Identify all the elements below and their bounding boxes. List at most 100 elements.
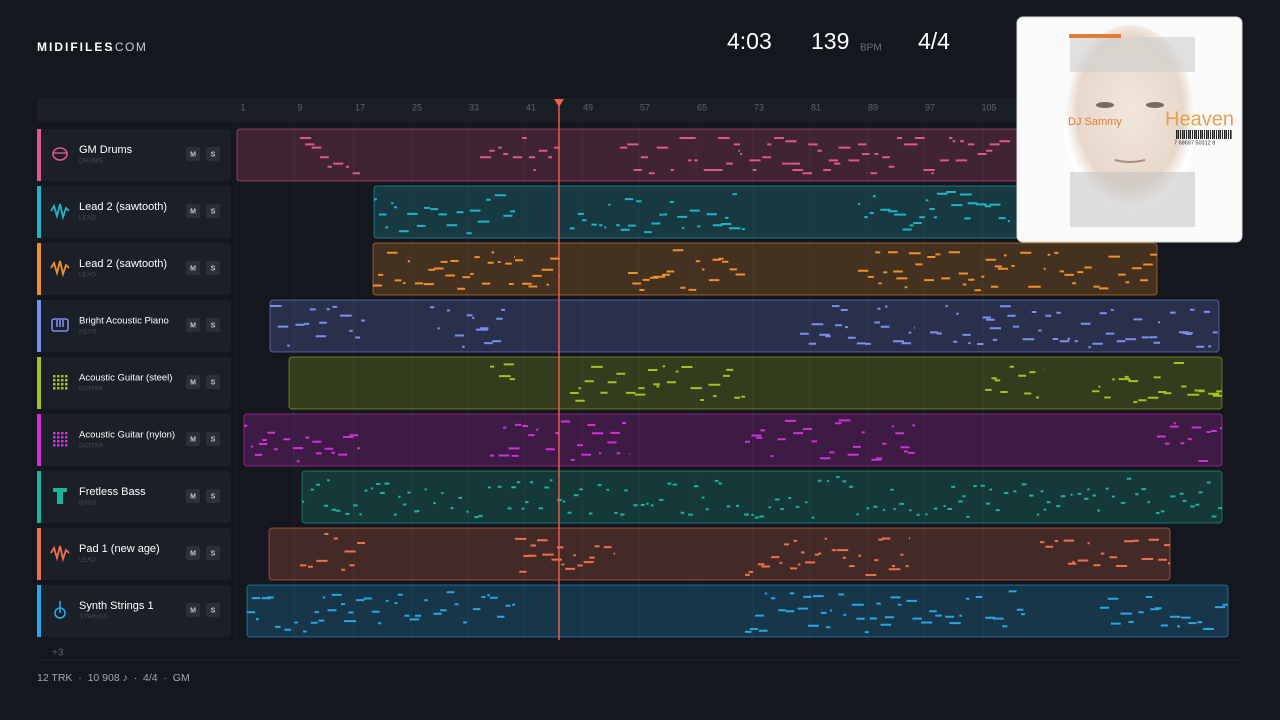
track-button[interactable] xyxy=(186,261,200,275)
album-barcode: 7 68697 50312 8 xyxy=(1174,140,1215,146)
track-button-label[interactable]: M xyxy=(190,607,196,614)
ruler-label: 33 xyxy=(469,102,479,112)
track-button[interactable] xyxy=(186,204,200,218)
track-category: KEYS xyxy=(79,329,97,336)
track-icon xyxy=(50,545,70,563)
track-button-label[interactable]: S xyxy=(211,493,216,500)
icon-shape xyxy=(65,383,68,386)
track-button[interactable] xyxy=(206,261,220,275)
icon-shape xyxy=(57,383,60,386)
brand: MIDIFILES xyxy=(37,40,114,54)
album-face xyxy=(1064,25,1196,215)
track-button-label[interactable]: S xyxy=(211,379,216,386)
track-row[interactable]: Lead 2 (sawtooth) LEAD xyxy=(37,243,231,295)
icon-shape xyxy=(65,432,68,435)
footer-stats: 12 TRK · 10 908 ♪ · 4/4 · GM xyxy=(37,672,190,684)
track-name: GM Drums xyxy=(79,144,133,156)
track-button-label[interactable]: M xyxy=(190,208,196,215)
track-row[interactable]: GM Drums DRUMS xyxy=(37,129,231,181)
ruler-label: 89 xyxy=(868,102,878,112)
track-icon xyxy=(53,488,67,504)
barcode-bar xyxy=(1220,130,1221,139)
track-button-label[interactable]: M xyxy=(190,550,196,557)
track-button-label[interactable]: S xyxy=(211,322,216,329)
track-icon xyxy=(53,375,68,390)
track-color xyxy=(37,414,41,466)
icon-shape xyxy=(61,444,64,447)
track-row[interactable]: Lead 2 (sawtooth) LEAD xyxy=(37,186,231,238)
track-button-label[interactable]: S xyxy=(211,208,216,215)
ruler-label: 25 xyxy=(412,102,422,112)
barcode-bar xyxy=(1190,130,1191,139)
track-button-label[interactable]: M xyxy=(190,265,196,272)
track-button-label[interactable]: M xyxy=(190,493,196,500)
track-region xyxy=(288,356,1223,410)
track-button-label[interactable]: S xyxy=(211,151,216,158)
duration: 4:03 xyxy=(727,28,772,54)
track-icon xyxy=(53,432,68,447)
barcode-bar xyxy=(1186,130,1187,139)
track-button-label[interactable]: M xyxy=(190,322,196,329)
track-button[interactable] xyxy=(186,489,200,503)
track-row[interactable]: Bright Acoustic Piano KEYS xyxy=(37,300,231,352)
track-button[interactable] xyxy=(186,546,200,560)
icon-shape xyxy=(57,440,60,443)
barcode-bar xyxy=(1182,130,1184,139)
track-color xyxy=(37,471,41,523)
track-button-label[interactable]: S xyxy=(211,607,216,614)
track-button[interactable] xyxy=(206,432,220,446)
track-button[interactable] xyxy=(186,375,200,389)
track-button-label[interactable]: M xyxy=(190,379,196,386)
barcode-bar xyxy=(1198,130,1199,139)
track-row[interactable]: Pad 1 (new age) LEAD xyxy=(37,528,231,580)
track-color xyxy=(37,357,41,409)
track-button[interactable] xyxy=(186,603,200,617)
track-button[interactable] xyxy=(206,204,220,218)
track-row[interactable]: Acoustic Guitar (steel) GUITAR xyxy=(37,357,231,409)
ruler-label: 49 xyxy=(583,102,593,112)
icon-shape xyxy=(51,318,69,332)
track-header xyxy=(37,243,231,295)
barcode-bar xyxy=(1192,130,1193,139)
track-row[interactable]: Acoustic Guitar (nylon) GUITAR xyxy=(37,414,231,466)
track-button-label[interactable]: M xyxy=(190,151,196,158)
barcode-bar xyxy=(1208,130,1209,139)
track-button[interactable] xyxy=(206,375,220,389)
track-button[interactable] xyxy=(206,603,220,617)
track-button-label[interactable]: S xyxy=(211,550,216,557)
icon-shape xyxy=(57,387,60,390)
icon-shape xyxy=(61,436,64,439)
track-button[interactable] xyxy=(206,546,220,560)
track-region xyxy=(268,527,1171,581)
track-category: GUITAR xyxy=(79,386,103,393)
album-collar xyxy=(1070,172,1195,227)
icon-shape xyxy=(61,383,64,386)
track-color xyxy=(37,129,41,181)
track-icon xyxy=(50,260,70,278)
icon-shape xyxy=(65,436,68,439)
track-button[interactable] xyxy=(206,318,220,332)
track-name: Pad 1 (new age) xyxy=(79,543,160,555)
track-button[interactable] xyxy=(206,489,220,503)
track-region xyxy=(269,299,1220,353)
barcode-bar xyxy=(1230,130,1232,139)
track-button-label[interactable]: M xyxy=(190,436,196,443)
track-category: LEAD xyxy=(79,557,96,564)
track-button[interactable] xyxy=(186,432,200,446)
ruler-label: 65 xyxy=(697,102,707,112)
track-row[interactable]: Synth Strings 1 STRINGS xyxy=(37,585,231,637)
icon-shape xyxy=(53,488,67,504)
album-title: Heaven xyxy=(1165,108,1234,130)
track-button-label[interactable]: S xyxy=(211,265,216,272)
track-button-label[interactable]: S xyxy=(211,436,216,443)
ruler-label: 17 xyxy=(355,102,365,112)
barcode-bar xyxy=(1218,130,1220,139)
track-button[interactable] xyxy=(206,147,220,161)
track-button[interactable] xyxy=(186,318,200,332)
track-button[interactable] xyxy=(186,147,200,161)
icon-shape xyxy=(57,432,60,435)
track-name: Acoustic Guitar (nylon) xyxy=(79,430,175,441)
album-mouth xyxy=(1114,159,1146,163)
track-row[interactable]: Fretless Bass BASS xyxy=(37,471,231,523)
